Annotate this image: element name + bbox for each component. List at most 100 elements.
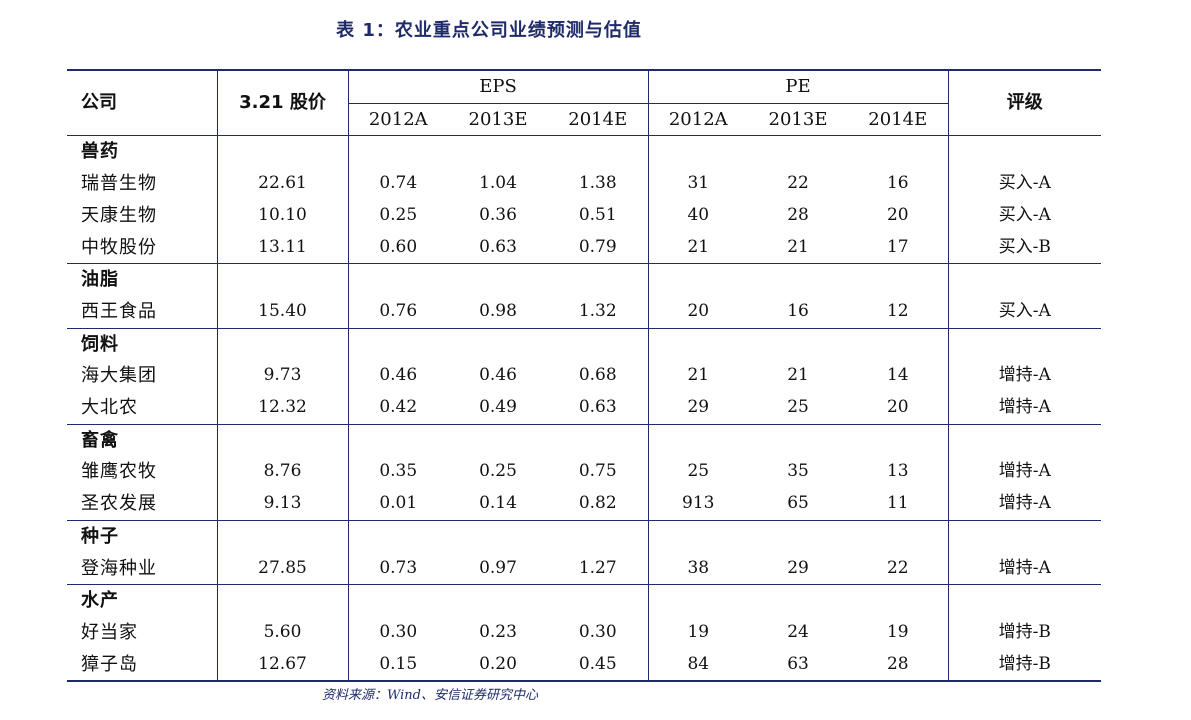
pe-cell: 84 bbox=[647, 648, 749, 683]
eps-cell: 0.82 bbox=[578, 493, 617, 514]
valuation-table: 公司 3.21 股价 EPS PE 评级 2012A 2013E 2014E 2… bbox=[67, 68, 1102, 683]
eps-cell: 0.68 bbox=[578, 365, 617, 386]
eps-cell: 0.73 bbox=[347, 552, 448, 585]
header-company: 公司 bbox=[67, 69, 217, 137]
pe-cell: 19 bbox=[647, 616, 749, 649]
eps-cell: 0.30 bbox=[347, 616, 448, 649]
table-row: 瑞普生物 22.61 0.74 1.04 1.38 31 22 16 买入-A bbox=[67, 168, 1102, 200]
rating-cell: 增持-A bbox=[947, 360, 1102, 393]
pe-cell: 16 bbox=[787, 300, 809, 321]
company-name: 西王食品 bbox=[81, 300, 157, 322]
pe-cell: 14 bbox=[886, 365, 909, 386]
valuation-table-frame: 公司 3.21 股价 EPS PE 评级 2012A 2013E 2014E 2… bbox=[67, 68, 1102, 683]
company-name: 獐子岛 bbox=[67, 648, 217, 683]
price-cell: 15.40 bbox=[216, 295, 348, 329]
table-row: 大北农 12.32 0.42 0.49 0.63 29 25 20 增持-A bbox=[67, 392, 1102, 425]
eps-cell: 0.60 bbox=[347, 231, 448, 264]
company-name: 雏鹰农牧 bbox=[81, 461, 157, 483]
company-name: 海大集团 bbox=[81, 365, 157, 387]
table-row: 獐子岛 12.67 0.15 0.20 0.45 84 63 28 增持-B bbox=[67, 648, 1102, 683]
header-price: 3.21 股价 bbox=[216, 69, 348, 137]
group-name: 饲料 bbox=[67, 327, 217, 361]
price-cell: 10.10 bbox=[216, 199, 348, 232]
rating-cell: 买入-A bbox=[947, 199, 1102, 232]
header-pe-year: 2012A bbox=[647, 103, 749, 137]
pe-cell: 22 bbox=[886, 557, 909, 578]
eps-cell: 0.14 bbox=[479, 493, 517, 514]
pe-cell: 20 bbox=[886, 397, 909, 418]
price-cell: 22.61 bbox=[216, 168, 348, 200]
header-pe-year: 2014E bbox=[848, 103, 949, 137]
eps-cell: 1.32 bbox=[578, 300, 617, 321]
pe-cell: 22 bbox=[787, 173, 809, 194]
pe-cell: 24 bbox=[787, 621, 809, 642]
table-header: 公司 3.21 股价 EPS PE 评级 2012A 2013E 2014E 2… bbox=[67, 68, 1102, 137]
group-header-row: 水产 bbox=[67, 584, 1102, 617]
table-title: 表 1：农业重点公司业绩预测与估值 bbox=[336, 20, 642, 41]
rating-cell: 增持-A bbox=[947, 456, 1102, 489]
eps-cell: 0.42 bbox=[347, 392, 448, 425]
price-cell: 27.85 bbox=[216, 552, 348, 585]
rating-cell: 增持-A bbox=[947, 552, 1102, 585]
header-pe: PE bbox=[647, 68, 949, 104]
source-note: 资料来源：Wind、安信证券研究中心 bbox=[322, 688, 538, 703]
eps-cell: 0.79 bbox=[578, 236, 617, 257]
rating-cell: 增持-A bbox=[947, 392, 1102, 425]
pe-cell: 13 bbox=[886, 461, 909, 482]
header-rating: 评级 bbox=[947, 69, 1102, 137]
pe-cell: 17 bbox=[886, 236, 909, 257]
group-name: 兽药 bbox=[67, 135, 217, 169]
table-row: 好当家 5.60 0.30 0.23 0.30 19 24 19 增持-B bbox=[67, 616, 1102, 649]
rating-cell: 增持-B bbox=[947, 616, 1102, 649]
pe-cell: 16 bbox=[886, 173, 909, 194]
pe-cell: 11 bbox=[886, 493, 909, 514]
eps-cell: 0.74 bbox=[347, 168, 448, 200]
table-row: 登海种业 27.85 0.73 0.97 1.27 38 29 22 增持-A bbox=[67, 552, 1102, 585]
price-cell: 12.32 bbox=[216, 392, 348, 425]
pe-cell: 29 bbox=[647, 392, 749, 425]
pe-cell: 29 bbox=[787, 557, 809, 578]
table-row: 中牧股份 13.11 0.60 0.63 0.79 21 21 17 买入-B bbox=[67, 231, 1102, 264]
header-eps-year: 2012A bbox=[347, 103, 448, 137]
pe-cell: 28 bbox=[848, 648, 949, 683]
company-name: 中牧股份 bbox=[81, 236, 157, 258]
pe-cell: 38 bbox=[647, 552, 749, 585]
group-header-row: 种子 bbox=[67, 519, 1102, 553]
pe-cell: 21 bbox=[647, 360, 749, 393]
group-name: 种子 bbox=[67, 519, 217, 553]
price-cell: 12.67 bbox=[216, 648, 348, 683]
eps-cell: 0.45 bbox=[548, 648, 649, 683]
header-eps: EPS bbox=[347, 68, 649, 104]
company-name: 瑞普生物 bbox=[81, 173, 157, 195]
rating-cell: 买入-A bbox=[947, 295, 1102, 329]
pe-cell: 12 bbox=[886, 300, 909, 321]
eps-cell: 0.36 bbox=[479, 204, 517, 225]
eps-cell: 0.75 bbox=[578, 461, 617, 482]
pe-cell: 31 bbox=[647, 168, 749, 200]
eps-cell: 0.30 bbox=[578, 621, 617, 642]
pe-cell: 20 bbox=[647, 295, 749, 329]
eps-cell: 0.97 bbox=[479, 557, 517, 578]
eps-cell: 0.63 bbox=[578, 397, 617, 418]
eps-cell: 1.38 bbox=[578, 173, 617, 194]
pe-cell: 35 bbox=[787, 461, 809, 482]
pe-cell: 21 bbox=[647, 231, 749, 264]
table-row: 圣农发展 9.13 0.01 0.14 0.82 913 65 11 增持-A bbox=[67, 488, 1102, 521]
eps-cell: 0.46 bbox=[479, 365, 517, 386]
price-cell: 9.73 bbox=[216, 360, 348, 393]
header-pe-year: 2013E bbox=[748, 103, 849, 137]
eps-cell: 0.51 bbox=[578, 204, 617, 225]
group-header-row: 兽药 bbox=[67, 135, 1102, 169]
eps-cell: 0.63 bbox=[479, 236, 517, 257]
header-eps-year: 2013E bbox=[448, 103, 548, 137]
table-row: 雏鹰农牧 8.76 0.35 0.25 0.75 25 35 13 增持-A bbox=[67, 456, 1102, 489]
table-row: 天康生物 10.10 0.25 0.36 0.51 40 28 20 买入-A bbox=[67, 199, 1102, 232]
company-name: 好当家 bbox=[81, 621, 138, 643]
table-body: 兽药 瑞普生物 22.61 0.74 1.04 1.38 31 22 16 买入… bbox=[67, 135, 1102, 683]
header-eps-year: 2014E bbox=[548, 103, 649, 137]
pe-cell: 40 bbox=[647, 199, 749, 232]
eps-cell: 0.76 bbox=[347, 295, 448, 329]
eps-cell: 0.25 bbox=[479, 461, 517, 482]
company-name: 大北农 bbox=[81, 397, 138, 419]
group-name: 油脂 bbox=[67, 263, 217, 296]
